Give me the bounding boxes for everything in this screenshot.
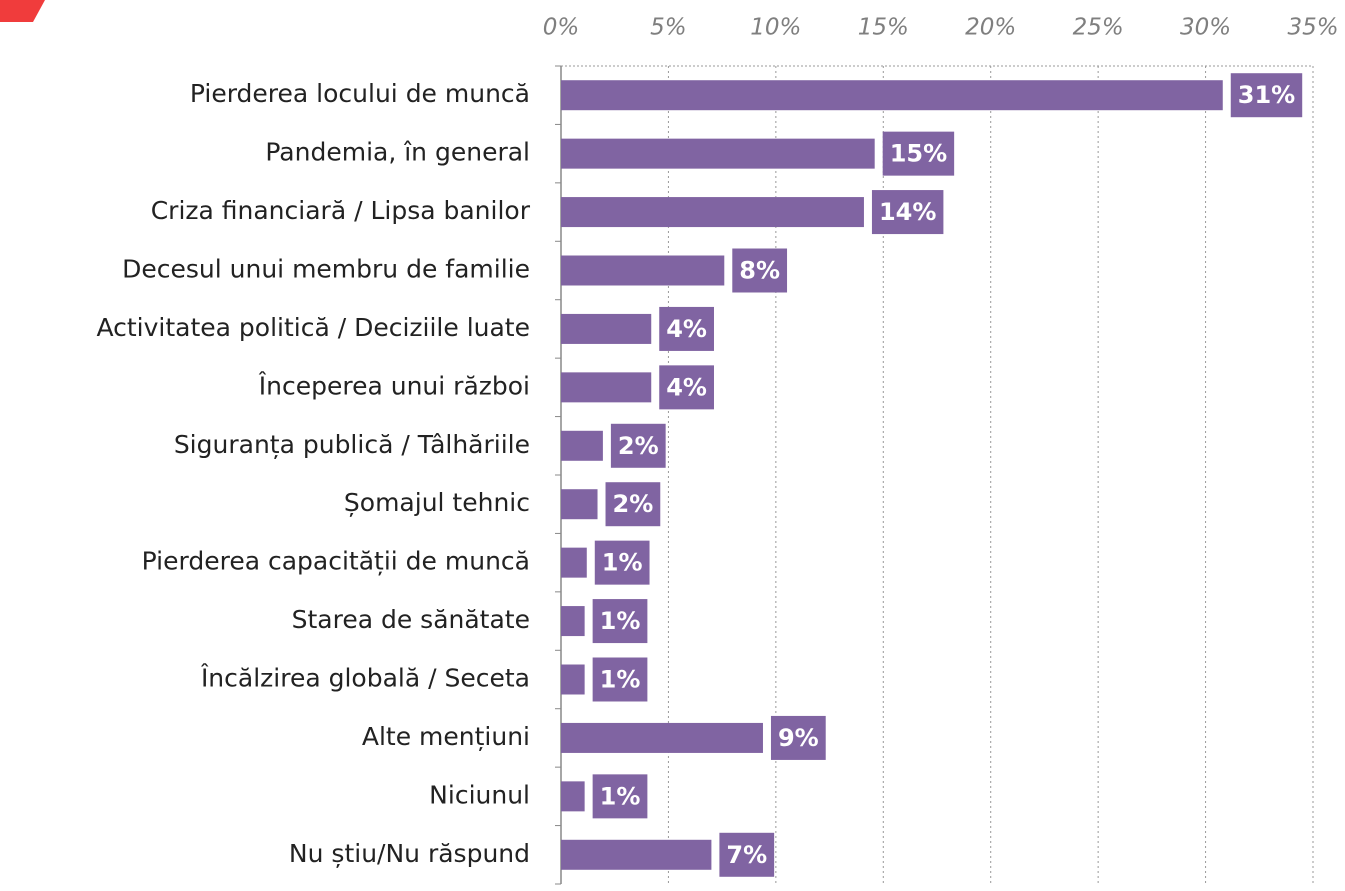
category-label: Pandemia, în general bbox=[265, 138, 530, 167]
value-label-box bbox=[605, 482, 661, 527]
value-label: 1% bbox=[600, 782, 641, 810]
category-label: Criza financiară / Lipsa banilor bbox=[151, 196, 531, 225]
category-label: Activitatea politică / Deciziile luate bbox=[96, 313, 530, 342]
value-label: 2% bbox=[613, 490, 654, 518]
category-label: Niciunul bbox=[429, 780, 530, 809]
value-label-box bbox=[592, 599, 648, 644]
value-label: 2% bbox=[618, 432, 659, 460]
bar bbox=[561, 197, 864, 228]
value-label-box bbox=[770, 715, 826, 760]
x-tick-label: 20% bbox=[965, 15, 1016, 41]
value-label: 4% bbox=[666, 373, 707, 401]
bar bbox=[561, 781, 585, 812]
value-label: 31% bbox=[1238, 81, 1295, 109]
category-label: Începerea unui război bbox=[258, 371, 530, 400]
value-label: 15% bbox=[890, 140, 947, 168]
value-label: 8% bbox=[739, 257, 780, 285]
bar bbox=[561, 372, 652, 403]
category-label: Decesul unui membru de familie bbox=[122, 255, 530, 284]
value-label-box bbox=[732, 248, 788, 293]
bar bbox=[561, 547, 587, 578]
bar bbox=[561, 313, 652, 344]
bar bbox=[561, 722, 763, 753]
category-label: Starea de sănătate bbox=[292, 605, 530, 634]
x-tick-label: 10% bbox=[750, 15, 801, 41]
bar bbox=[561, 255, 725, 286]
x-tick-label: 15% bbox=[858, 15, 909, 41]
value-label-box bbox=[1230, 73, 1303, 118]
bar bbox=[561, 606, 585, 637]
category-label: Nu știu/Nu răspund bbox=[289, 839, 530, 868]
value-label-box bbox=[882, 131, 955, 176]
value-label: 1% bbox=[600, 666, 641, 694]
x-tick-label: 5% bbox=[650, 15, 687, 41]
value-label-box bbox=[592, 774, 648, 819]
value-label: 14% bbox=[879, 198, 936, 226]
bar bbox=[561, 430, 603, 461]
value-label-box bbox=[592, 657, 648, 702]
bar bbox=[561, 80, 1223, 111]
logo-shape bbox=[0, 0, 45, 22]
value-label: 9% bbox=[778, 724, 819, 752]
x-tick-label: 0% bbox=[543, 15, 580, 41]
category-label: Șomajul tehnic bbox=[344, 488, 530, 517]
value-label: 7% bbox=[726, 841, 767, 869]
value-label: 4% bbox=[666, 315, 707, 343]
bar bbox=[561, 664, 585, 695]
category-label: Pierderea locului de muncă bbox=[190, 79, 530, 108]
value-label: 1% bbox=[600, 607, 641, 635]
x-tick-label: 25% bbox=[1073, 15, 1124, 41]
bar bbox=[561, 138, 875, 169]
x-tick-label: 30% bbox=[1180, 15, 1231, 41]
category-label: Pierderea capacității de muncă bbox=[142, 547, 530, 576]
value-label-box bbox=[719, 832, 775, 877]
x-tick-label: 35% bbox=[1287, 15, 1338, 41]
value-label-box bbox=[871, 190, 944, 235]
category-label: Alte mențiuni bbox=[362, 722, 530, 751]
value-label-box bbox=[659, 306, 714, 351]
bar bbox=[561, 839, 712, 870]
value-label-box bbox=[610, 423, 666, 468]
bar bbox=[561, 489, 598, 520]
value-label-box bbox=[594, 540, 650, 585]
value-label-box bbox=[659, 365, 714, 410]
category-label: Siguranța publică / Tâlhăriile bbox=[174, 430, 530, 459]
category-label: Încălzirea globală / Seceta bbox=[200, 664, 530, 693]
value-label: 1% bbox=[602, 549, 643, 577]
